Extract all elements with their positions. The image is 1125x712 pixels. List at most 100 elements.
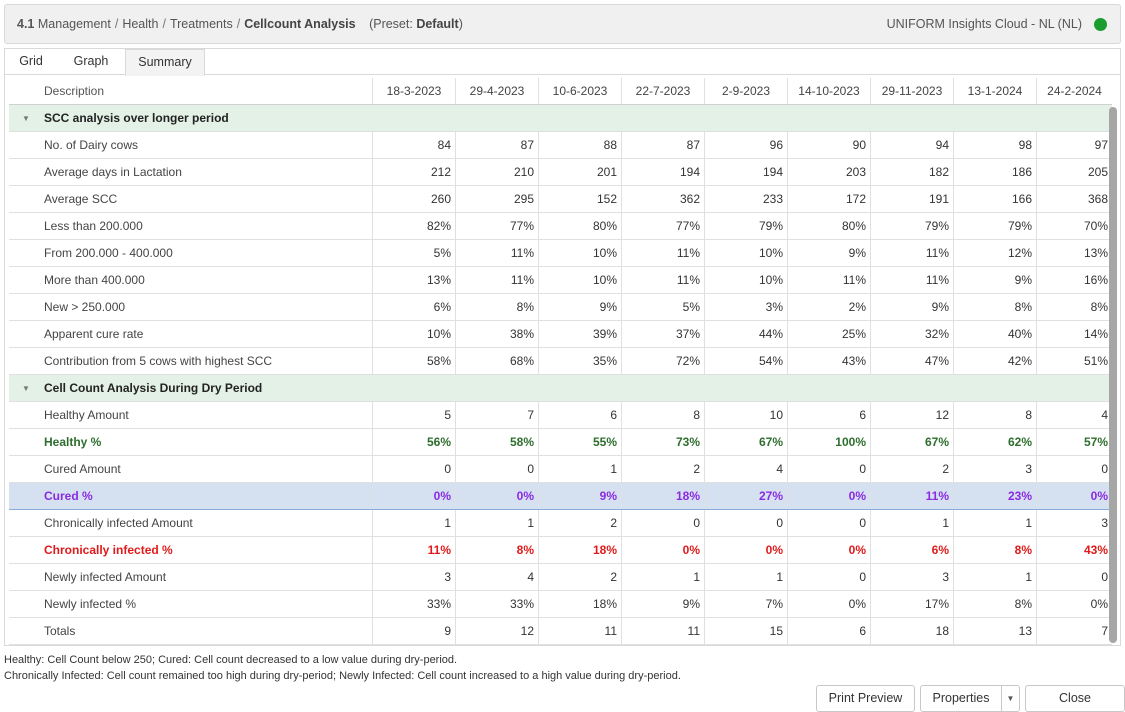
table-cell[interactable]: 18	[870, 618, 953, 644]
table-row[interactable]: Newly infected % 33% 33% 18% 9% 7% 0% 17% 8% 0%	[9, 591, 1112, 618]
table-cell[interactable]: 73%	[621, 429, 704, 455]
table-row[interactable]: Totals 9 12 11 11 15 6 18 13 7	[9, 618, 1112, 645]
table-cell[interactable]: 16%	[1036, 267, 1112, 293]
table-row[interactable]: Cured % 0% 0% 9% 18% 27% 0% 11% 23% 0%	[9, 483, 1112, 510]
group-row[interactable]: ▼ Cell Count Analysis During Dry Period	[9, 375, 1112, 402]
tab-summary[interactable]: Summary	[125, 49, 205, 76]
table-row[interactable]: Average SCC 260 295 152 362 233 172 191 166 368	[9, 186, 1112, 213]
table-cell[interactable]: 1	[538, 456, 621, 482]
table-cell[interactable]: 212	[372, 159, 455, 185]
table-cell[interactable]: 1	[953, 510, 1036, 536]
table-cell[interactable]: 14%	[1036, 321, 1112, 347]
table-cell[interactable]: 96	[704, 132, 787, 158]
table-cell[interactable]: 47%	[870, 348, 953, 374]
table-row[interactable]: Less than 200.000 82% 77% 80% 77% 79% 80% 79% 79…	[9, 213, 1112, 240]
column-header-description[interactable]: Description	[44, 84, 105, 98]
tab-graph[interactable]: Graph	[73, 54, 109, 68]
table-row[interactable]: Apparent cure rate 10% 38% 39% 37% 44% 25% 32% 4…	[9, 321, 1112, 348]
table-cell[interactable]: 6%	[372, 294, 455, 320]
table-cell[interactable]: 0%	[1036, 591, 1112, 617]
group-row[interactable]: ▼ SCC analysis over longer period	[9, 105, 1112, 132]
table-cell[interactable]: 10%	[538, 267, 621, 293]
tab-grid[interactable]: Grid	[19, 54, 43, 68]
table-row[interactable]: Healthy % 56% 58% 55% 73% 67% 100% 67% 62% 57%	[9, 429, 1112, 456]
table-cell[interactable]: 3%	[704, 294, 787, 320]
table-cell[interactable]: 0%	[787, 537, 870, 563]
table-cell[interactable]: 5%	[372, 240, 455, 266]
table-cell[interactable]: 9%	[538, 483, 621, 509]
close-button[interactable]: Close	[1025, 685, 1125, 712]
table-cell[interactable]: 0	[455, 456, 538, 482]
table-cell[interactable]: 43%	[1036, 537, 1112, 563]
table-cell[interactable]: 32%	[870, 321, 953, 347]
table-cell[interactable]: 233	[704, 186, 787, 212]
table-cell[interactable]: 5%	[621, 294, 704, 320]
table-row[interactable]: Average days in Lactation 212 210 201 194 194…	[9, 159, 1112, 186]
table-cell[interactable]: 57%	[1036, 429, 1112, 455]
table-cell[interactable]: 11%	[455, 267, 538, 293]
table-cell[interactable]: 1	[953, 564, 1036, 590]
table-cell[interactable]: 79%	[953, 213, 1036, 239]
table-cell[interactable]: 82%	[372, 213, 455, 239]
table-cell[interactable]: 362	[621, 186, 704, 212]
table-cell[interactable]: 79%	[870, 213, 953, 239]
table-cell[interactable]: 10%	[372, 321, 455, 347]
table-cell[interactable]: 44%	[704, 321, 787, 347]
table-cell[interactable]: 1	[455, 510, 538, 536]
table-cell[interactable]: 10%	[704, 240, 787, 266]
table-cell[interactable]: 88	[538, 132, 621, 158]
table-cell[interactable]: 2%	[787, 294, 870, 320]
table-cell[interactable]: 295	[455, 186, 538, 212]
table-cell[interactable]: 77%	[455, 213, 538, 239]
column-header-date[interactable]: 29-11-2023	[870, 78, 953, 104]
table-cell[interactable]: 40%	[953, 321, 1036, 347]
table-cell[interactable]: 12%	[953, 240, 1036, 266]
caret-down-icon[interactable]: ▼	[1001, 686, 1019, 711]
table-cell[interactable]: 38%	[455, 321, 538, 347]
table-cell[interactable]: 7%	[704, 591, 787, 617]
table-cell[interactable]: 2	[538, 564, 621, 590]
column-header-date[interactable]: 14-10-2023	[787, 78, 870, 104]
table-cell[interactable]: 0%	[621, 537, 704, 563]
table-cell[interactable]: 11%	[870, 267, 953, 293]
table-cell[interactable]: 9%	[621, 591, 704, 617]
table-cell[interactable]: 3	[870, 564, 953, 590]
table-cell[interactable]: 3	[1036, 510, 1112, 536]
table-cell[interactable]: 203	[787, 159, 870, 185]
table-cell[interactable]: 7	[1036, 618, 1112, 644]
table-cell[interactable]: 98	[953, 132, 1036, 158]
table-cell[interactable]: 94	[870, 132, 953, 158]
table-cell[interactable]: 186	[953, 159, 1036, 185]
table-cell[interactable]: 8%	[455, 537, 538, 563]
table-cell[interactable]: 33%	[455, 591, 538, 617]
table-cell[interactable]: 9%	[538, 294, 621, 320]
table-cell[interactable]: 97	[1036, 132, 1112, 158]
table-cell[interactable]: 15	[704, 618, 787, 644]
column-header-date[interactable]: 22-7-2023	[621, 78, 704, 104]
table-cell[interactable]: 11%	[372, 537, 455, 563]
table-cell[interactable]: 9%	[953, 267, 1036, 293]
table-cell[interactable]: 80%	[538, 213, 621, 239]
table-cell[interactable]: 368	[1036, 186, 1112, 212]
table-row[interactable]: Chronically infected % 11% 8% 18% 0% 0% 0% 6% 8%…	[9, 537, 1112, 564]
table-cell[interactable]: 37%	[621, 321, 704, 347]
table-cell[interactable]: 17%	[870, 591, 953, 617]
table-cell[interactable]: 0%	[787, 591, 870, 617]
table-cell[interactable]: 0	[787, 510, 870, 536]
column-header-date[interactable]: 13-1-2024	[953, 78, 1036, 104]
table-cell[interactable]: 6	[787, 402, 870, 428]
table-cell[interactable]: 1	[621, 564, 704, 590]
table-cell[interactable]: 11	[538, 618, 621, 644]
table-cell[interactable]: 4	[1036, 402, 1112, 428]
table-cell[interactable]: 8	[621, 402, 704, 428]
table-cell[interactable]: 8%	[953, 537, 1036, 563]
table-cell[interactable]: 1	[372, 510, 455, 536]
table-cell[interactable]: 72%	[621, 348, 704, 374]
table-cell[interactable]: 0	[787, 456, 870, 482]
table-cell[interactable]: 172	[787, 186, 870, 212]
table-cell[interactable]: 8%	[953, 294, 1036, 320]
collapse-triangle-icon[interactable]: ▼	[22, 384, 30, 393]
table-cell[interactable]: 205	[1036, 159, 1112, 185]
column-header-date[interactable]: 24-2-2024	[1036, 78, 1112, 104]
print-preview-button[interactable]: Print Preview	[816, 685, 915, 712]
